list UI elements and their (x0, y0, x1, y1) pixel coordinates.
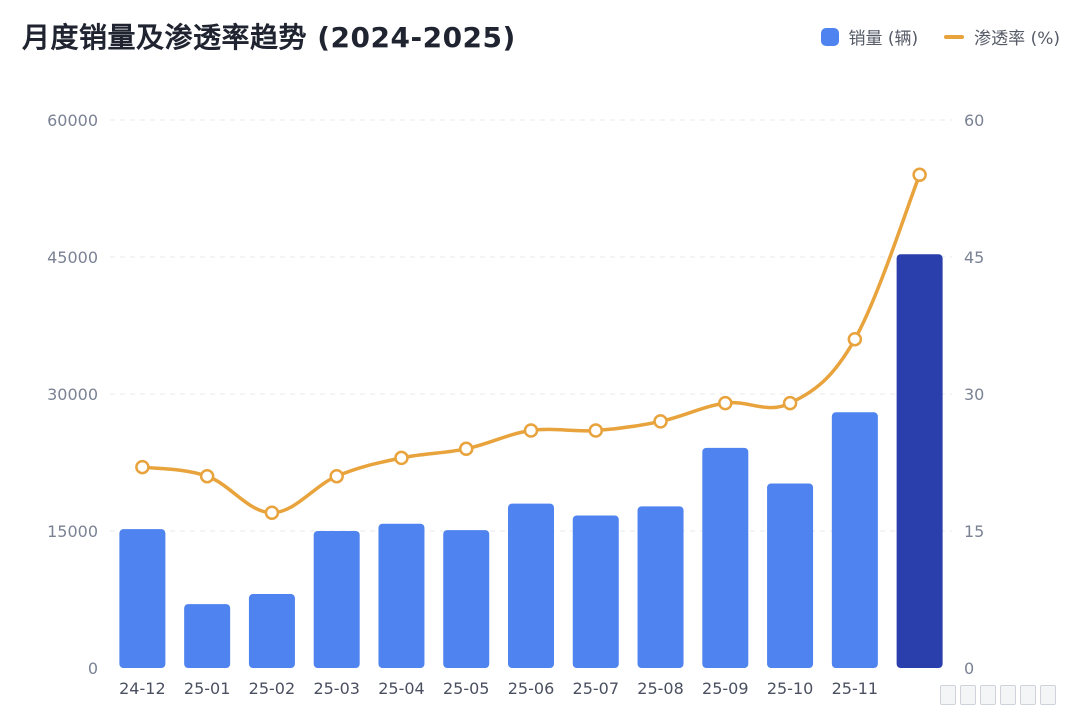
y-right-tick-label: 0 (964, 659, 974, 678)
watermark (928, 680, 1068, 710)
bar (572, 515, 619, 668)
bar (896, 254, 943, 668)
bar (378, 523, 425, 668)
bar (637, 506, 684, 668)
y-left-tick-label: 15000 (47, 522, 98, 541)
x-tick-label: 25-05 (443, 679, 490, 698)
line-point (653, 414, 668, 429)
line-point (394, 450, 409, 466)
bar (313, 531, 360, 668)
chart-title: 月度销量及渗透率趋势 (2024-2025) (22, 21, 516, 54)
x-tick-label: 25-06 (508, 679, 555, 698)
line-point (329, 468, 344, 484)
legend: 销量 (辆) 渗透率 (%) (795, 24, 1060, 49)
bar (702, 447, 749, 668)
x-tick-label: 25-10 (767, 679, 814, 698)
line-point (912, 167, 927, 183)
line-point (199, 468, 215, 484)
y-left-tick-label: 30000 (47, 385, 98, 404)
y-left-tick-label: 60000 (47, 111, 98, 130)
watermark-glyph (1000, 685, 1016, 705)
line-point (588, 423, 604, 438)
watermark-glyph (1040, 685, 1056, 705)
y-right-tick-label: 15 (964, 522, 984, 541)
x-tick-label: 25-07 (573, 679, 620, 698)
bar (119, 529, 166, 668)
y-left-tick-label: 45000 (47, 248, 98, 267)
watermark-glyph (980, 685, 996, 705)
bar (248, 594, 295, 668)
x-axis-ticks: 24-12 25-01 25-02 25-03 25-04 25-05 25-06 25-07… (119, 679, 878, 698)
legend-label-sales: 销量 (辆) (848, 29, 919, 49)
x-tick-label: 25-03 (313, 679, 360, 698)
line-point (847, 331, 863, 347)
x-tick-label: 25-09 (702, 679, 749, 698)
line-point (523, 423, 539, 438)
x-tick-label: 25-08 (637, 679, 684, 698)
line-point (782, 395, 798, 411)
y-right-tick-label: 45 (964, 248, 984, 267)
legend-swatch-penetration (944, 34, 965, 39)
bar (767, 483, 814, 668)
line-point (264, 505, 280, 520)
watermark-glyph (940, 685, 956, 705)
grid-lines (110, 119, 952, 532)
line-series (135, 167, 927, 520)
y-right-tick-label: 30 (964, 385, 984, 404)
line-point (458, 441, 474, 457)
bar (508, 503, 554, 668)
x-tick-label: 25-02 (249, 679, 296, 698)
legend-item-sales[interactable]: 销量 (辆) (820, 24, 919, 49)
y-left-tick-label: 0 (88, 659, 98, 678)
x-tick-label: 25-04 (378, 679, 425, 698)
legend-item-penetration[interactable]: 渗透率 (%) (944, 24, 1060, 49)
watermark-glyph (960, 685, 976, 705)
legend-swatch-sales (820, 27, 839, 46)
left-axis-ticks: 0 15000 30000 45000 60000 (47, 111, 98, 678)
x-tick-label: 25-01 (184, 679, 231, 698)
x-tick-label: 24-12 (119, 679, 166, 698)
line-point (135, 459, 150, 475)
bar (443, 530, 490, 668)
line-point (718, 395, 733, 411)
legend-label-penetration: 渗透率 (%) (974, 29, 1060, 49)
bar-series (119, 254, 943, 668)
right-axis-ticks: 0 15 30 45 60 (964, 111, 984, 678)
bar (184, 604, 231, 668)
x-tick-label: 25-11 (832, 679, 879, 698)
penetration-line (140, 173, 922, 515)
bar (831, 412, 878, 668)
watermark-glyph (1020, 685, 1036, 705)
y-right-tick-label: 60 (964, 111, 984, 130)
